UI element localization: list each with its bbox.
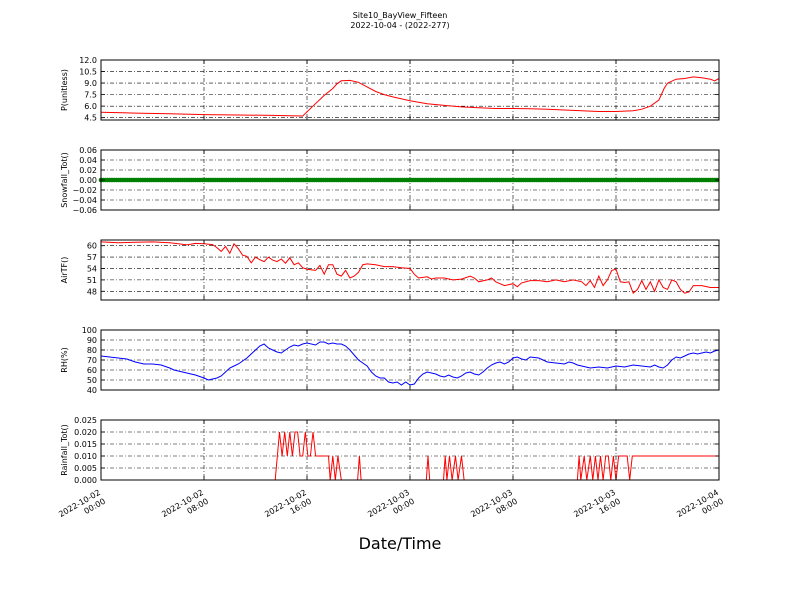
y-tick-label: 12.0: [79, 56, 97, 65]
y-tick-label: 70: [87, 356, 97, 365]
y-tick-label: 0.000: [74, 476, 97, 485]
x-tick-label: 2022-10-0308:00: [469, 488, 519, 528]
y-tick-label: 6.0: [84, 102, 97, 111]
x-tick-label: 2022-10-0400:00: [675, 488, 725, 528]
y-tick-label: 0.00: [79, 176, 97, 185]
series-line: [101, 431, 719, 480]
chart-title-line-1: Site10_BayView_Fifteen: [352, 11, 448, 20]
y-tick-label: 54: [87, 264, 97, 273]
y-tick-label: 0.005: [74, 464, 97, 473]
x-tick-label: 2022-10-0208:00: [160, 488, 210, 528]
y-tick-label: 100: [82, 326, 97, 335]
y-tick-label: 50: [87, 376, 97, 385]
series-line: [101, 241, 719, 295]
y-tick-label: 0.04: [79, 156, 97, 165]
y-tick-label: 60: [87, 242, 97, 251]
y-tick-label: 0.010: [74, 452, 97, 461]
y-tick-label: 51: [87, 276, 97, 285]
x-tick-label: 2022-10-0300:00: [366, 488, 416, 528]
y-tick-label: 4.5: [84, 114, 97, 123]
y-tick-label: 10.5: [79, 68, 97, 77]
y-tick-label: 0.020: [74, 428, 97, 437]
y-axis-label: Rainfall_Tot(): [60, 424, 69, 476]
y-tick-label: −0.06: [72, 206, 97, 215]
y-tick-label: 7.5: [84, 91, 97, 100]
x-tick-label: 2022-10-0316:00: [572, 488, 622, 528]
chart-title-line-2: 2022-10-04 - (2022-277): [350, 21, 450, 30]
y-tick-label: −0.02: [72, 186, 97, 195]
y-tick-label: 9.0: [84, 79, 97, 88]
y-axis-label: AirTF(): [60, 257, 69, 284]
x-tick-label: 2022-10-0216:00: [263, 488, 313, 528]
series-line: [101, 76, 719, 117]
y-tick-label: 0.025: [74, 416, 97, 425]
x-tick-label: 2022-10-0200:00: [57, 488, 107, 528]
y-tick-label: 0.06: [79, 146, 97, 155]
series-line: [101, 341, 719, 386]
y-axis-label: Snowfall_Tot(): [60, 152, 69, 208]
y-tick-label: 48: [87, 287, 97, 296]
y-tick-label: 57: [87, 253, 97, 262]
y-axis-label: RH(%): [60, 347, 69, 372]
y-tick-label: 60: [87, 366, 97, 375]
x-axis-label: Date/Time: [358, 534, 442, 553]
y-tick-label: 90: [87, 336, 97, 345]
y-tick-label: 0.02: [79, 166, 97, 175]
y-axis-label: P(unitless): [60, 69, 69, 111]
y-tick-label: 0.015: [74, 440, 97, 449]
y-tick-label: −0.04: [72, 196, 97, 205]
y-tick-label: 80: [87, 346, 97, 355]
y-tick-label: 40: [87, 386, 97, 395]
